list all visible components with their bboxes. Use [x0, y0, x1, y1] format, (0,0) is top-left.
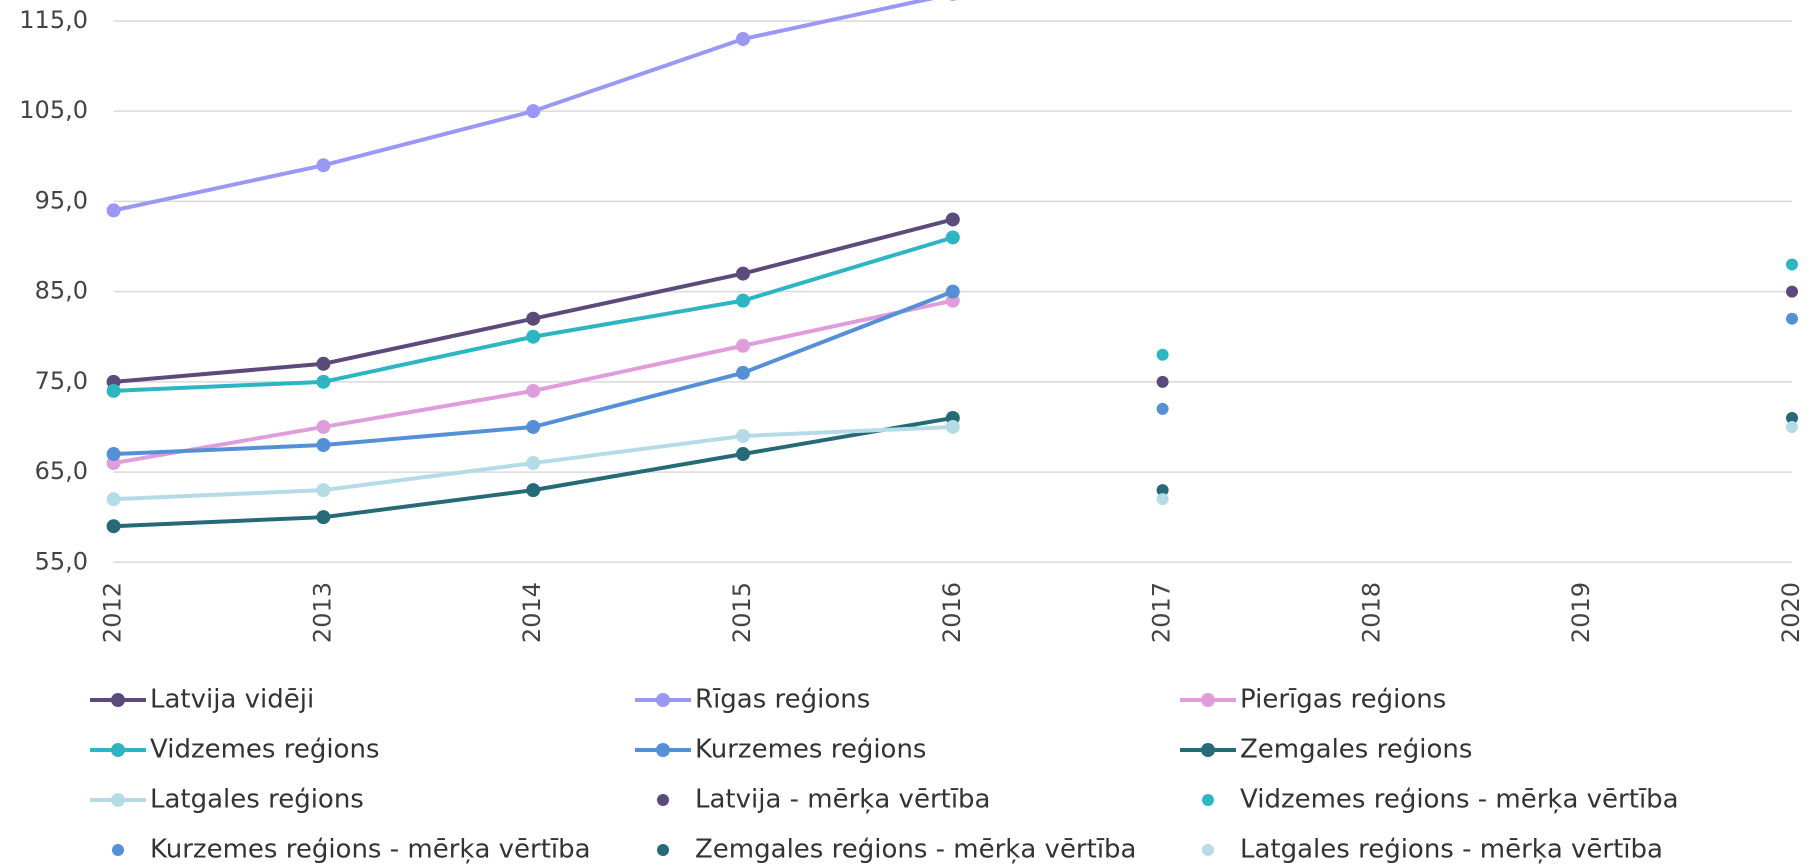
x-tick-label: 2017: [1148, 582, 1176, 643]
data-point: [736, 293, 750, 308]
legend-marker: [1201, 743, 1215, 757]
x-tick-label: 2015: [728, 582, 756, 643]
legend-label: Vidzemes reģions - mērķa vērtība: [1240, 785, 1679, 815]
data-point: [526, 383, 541, 398]
data-point: [1786, 420, 1798, 433]
x-tick-label: 2020: [1777, 582, 1805, 643]
legend-label: Vidzemes reģions: [150, 735, 380, 765]
data-point: [316, 419, 331, 434]
data-point: [736, 365, 750, 380]
data-point: [106, 447, 121, 462]
y-tick-label: 115,0: [19, 6, 88, 34]
data-point: [945, 230, 960, 245]
data-point: [1156, 484, 1169, 497]
data-point: [945, 419, 960, 434]
data-point: [316, 356, 331, 371]
y-tick-label: 105,0: [19, 96, 88, 124]
y-tick-label: 75,0: [35, 367, 88, 395]
legend-marker: [656, 743, 670, 757]
data-point: [526, 311, 541, 326]
legend-label: Latgales reģions - mērķa vērtība: [1240, 835, 1663, 865]
data-point: [1156, 493, 1169, 506]
data-point: [526, 483, 541, 498]
legend-label: Pierīgas reģions: [1240, 685, 1446, 715]
data-point: [736, 447, 750, 462]
data-point: [949, 0, 957, 1]
data-point: [1786, 411, 1798, 424]
data-point: [736, 338, 750, 353]
y-tick-label: 55,0: [35, 547, 88, 575]
data-point: [945, 212, 960, 227]
data-point: [736, 266, 750, 281]
data-point: [736, 428, 750, 443]
legend-marker: [111, 743, 125, 757]
data-point: [1786, 258, 1798, 271]
data-point: [316, 374, 331, 389]
legend-label: Rīgas reģions: [695, 685, 870, 715]
data-point: [1786, 285, 1798, 298]
data-point: [526, 104, 541, 119]
legend-marker: [1202, 844, 1214, 856]
legend-label: Latvija vidēji: [150, 685, 314, 715]
data-point: [945, 284, 960, 299]
data-point: [526, 419, 541, 434]
series-line: [113, 217, 954, 384]
legend-marker: [656, 693, 670, 707]
data-point: [316, 158, 331, 173]
data-point: [1156, 348, 1169, 361]
data-point: [1156, 375, 1169, 388]
x-tick-label: 2013: [308, 582, 336, 643]
legend-marker: [657, 794, 669, 806]
legend-label: Zemgales reģions - mērķa vērtība: [695, 835, 1136, 865]
legend-marker: [657, 844, 669, 856]
data-point: [106, 203, 121, 218]
data-point: [1786, 312, 1798, 325]
data-point: [316, 483, 331, 498]
x-tick-label: 2016: [938, 582, 966, 643]
legend-marker: [1202, 794, 1214, 806]
data-point: [526, 456, 541, 471]
x-tick-label: 2014: [518, 582, 546, 643]
data-point: [316, 510, 331, 525]
legend-label: Latgales reģions: [150, 785, 364, 815]
data-point: [1156, 402, 1169, 415]
data-point: [106, 383, 121, 398]
legend-marker: [112, 844, 124, 856]
x-tick-label: 2018: [1357, 582, 1385, 643]
data-point: [736, 31, 750, 46]
plot-area: [106, 0, 1798, 534]
data-point: [106, 492, 121, 507]
data-point: [106, 519, 121, 534]
x-tick-label: 2019: [1567, 582, 1595, 643]
y-tick-label: 95,0: [35, 186, 88, 214]
legend-label: Zemgales reģions: [1240, 735, 1472, 765]
legend-marker: [111, 693, 125, 707]
y-tick-label: 85,0: [35, 277, 88, 305]
x-tick-label: 2012: [99, 582, 127, 643]
y-tick-label: 65,0: [35, 457, 88, 485]
legend-label: Kurzemes reģions - mērķa vērtība: [150, 835, 591, 865]
data-point: [316, 438, 331, 453]
data-point: [526, 329, 541, 344]
legend-label: Latvija - mērķa vērtība: [695, 785, 990, 815]
legend-label: Kurzemes reģions: [695, 735, 926, 765]
legend-marker: [111, 793, 125, 807]
legend-marker: [1201, 693, 1215, 707]
